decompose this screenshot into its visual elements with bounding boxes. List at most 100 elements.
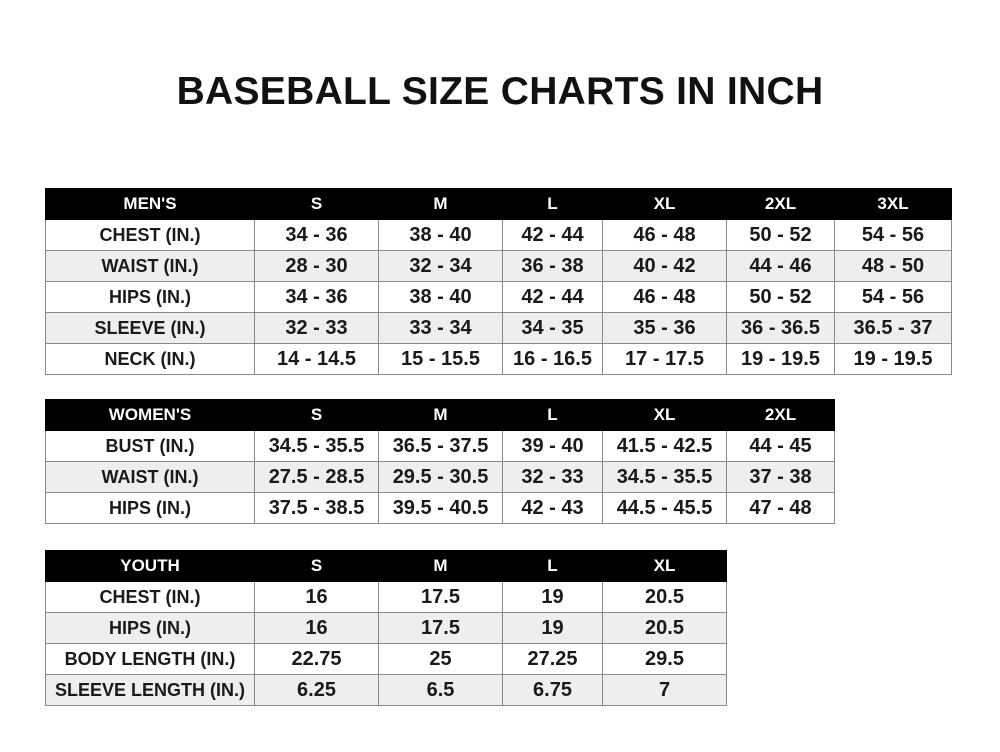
size-header: M [378, 188, 503, 220]
measurement-label: WAIST (IN.) [45, 461, 255, 493]
measurement-label: NECK (IN.) [45, 343, 255, 375]
size-value: 17.5 [378, 612, 503, 644]
table-row: WAIST (IN.) 28 - 30 32 - 34 36 - 38 40 - 42 4… [45, 250, 952, 282]
measurement-label: CHEST (IN.) [45, 581, 255, 613]
size-value: 42 - 44 [502, 219, 603, 251]
size-value: 42 - 43 [502, 492, 603, 524]
womens-size-table: WOMEN'S S M L XL 2XL BUST (IN.) 34.5 - 35.5 36.5… [45, 399, 835, 524]
table-row: CHEST (IN.) 34 - 36 38 - 40 42 - 44 46 - 48 5… [45, 219, 952, 251]
category-header: WOMEN'S [45, 399, 255, 431]
size-value: 6.5 [378, 674, 503, 706]
size-value: 46 - 48 [602, 281, 727, 313]
size-value: 44 - 46 [726, 250, 835, 282]
category-header: YOUTH [45, 550, 255, 582]
size-value: 40 - 42 [602, 250, 727, 282]
measurement-label: CHEST (IN.) [45, 219, 255, 251]
size-value: 16 [254, 581, 379, 613]
size-value: 34.5 - 35.5 [602, 461, 727, 493]
size-value: 38 - 40 [378, 281, 503, 313]
size-value: 27.25 [502, 643, 603, 675]
size-value: 36.5 - 37.5 [378, 430, 503, 462]
table-row: NECK (IN.) 14 - 14.5 15 - 15.5 16 - 16.5 17 … [45, 343, 952, 375]
size-value: 29.5 [602, 643, 727, 675]
size-header: S [254, 550, 379, 582]
size-value: 37 - 38 [726, 461, 835, 493]
size-value: 32 - 33 [254, 312, 379, 344]
size-value: 6.75 [502, 674, 603, 706]
table-row: HIPS (IN.) 37.5 - 38.5 39.5 - 40.5 42 - 43 4… [45, 492, 835, 524]
table-header-row: WOMEN'S S M L XL 2XL [45, 399, 835, 431]
measurement-label: BODY LENGTH (IN.) [45, 643, 255, 675]
size-value: 20.5 [602, 581, 727, 613]
measurement-label: HIPS (IN.) [45, 612, 255, 644]
size-value: 34.5 - 35.5 [254, 430, 379, 462]
size-value: 25 [378, 643, 503, 675]
size-value: 42 - 44 [502, 281, 603, 313]
size-header: XL [602, 188, 727, 220]
size-value: 32 - 33 [502, 461, 603, 493]
size-header: L [502, 399, 603, 431]
size-value: 47 - 48 [726, 492, 835, 524]
table-header-row: YOUTH S M L XL [45, 550, 727, 582]
measurement-label: SLEEVE LENGTH (IN.) [45, 674, 255, 706]
measurement-label: SLEEVE (IN.) [45, 312, 255, 344]
table-row: HIPS (IN.) 34 - 36 38 - 40 42 - 44 46 - 48 50… [45, 281, 952, 313]
size-value: 34 - 36 [254, 219, 379, 251]
size-header: L [502, 550, 603, 582]
size-value: 38 - 40 [378, 219, 503, 251]
table-row: BODY LENGTH (IN.) 22.75 25 27.25 29.5 [45, 643, 727, 675]
size-value: 36 - 38 [502, 250, 603, 282]
size-value: 19 [502, 612, 603, 644]
size-value: 19 - 19.5 [726, 343, 835, 375]
page-title: BASEBALL SIZE CHARTS IN INCH [176, 70, 824, 113]
size-value: 29.5 - 30.5 [378, 461, 503, 493]
size-value: 44 - 45 [726, 430, 835, 462]
size-value: 39.5 - 40.5 [378, 492, 503, 524]
size-value: 32 - 34 [378, 250, 503, 282]
size-value: 48 - 50 [834, 250, 952, 282]
size-value: 34 - 35 [502, 312, 603, 344]
size-header: L [502, 188, 603, 220]
size-value: 54 - 56 [834, 219, 952, 251]
size-value: 28 - 30 [254, 250, 379, 282]
size-value: 15 - 15.5 [378, 343, 503, 375]
size-value: 44.5 - 45.5 [602, 492, 727, 524]
table-row: CHEST (IN.) 16 17.5 19 20.5 [45, 581, 727, 613]
measurement-label: HIPS (IN.) [45, 492, 255, 524]
size-value: 16 - 16.5 [502, 343, 603, 375]
table-header-row: MEN'S S M L XL 2XL 3XL [45, 188, 952, 220]
size-value: 22.75 [254, 643, 379, 675]
size-value: 27.5 - 28.5 [254, 461, 379, 493]
youth-size-table: YOUTH S M L XL CHEST (IN.) 16 17.5 19 20.5 HIPS (I… [45, 550, 727, 706]
size-value: 16 [254, 612, 379, 644]
size-value: 6.25 [254, 674, 379, 706]
size-value: 46 - 48 [602, 219, 727, 251]
mens-size-table: MEN'S S M L XL 2XL 3XL CHEST (IN.) 34 - 36 38 - 4… [45, 188, 952, 375]
size-header: 2XL [726, 399, 835, 431]
size-value: 54 - 56 [834, 281, 952, 313]
measurement-label: HIPS (IN.) [45, 281, 255, 313]
size-value: 41.5 - 42.5 [602, 430, 727, 462]
size-value: 17 - 17.5 [602, 343, 727, 375]
measurement-label: WAIST (IN.) [45, 250, 255, 282]
size-value: 50 - 52 [726, 219, 835, 251]
table-row: WAIST (IN.) 27.5 - 28.5 29.5 - 30.5 32 - 33… [45, 461, 835, 493]
size-value: 19 - 19.5 [834, 343, 952, 375]
category-header: MEN'S [45, 188, 255, 220]
size-value: 36 - 36.5 [726, 312, 835, 344]
size-value: 50 - 52 [726, 281, 835, 313]
size-value: 39 - 40 [502, 430, 603, 462]
size-value: 17.5 [378, 581, 503, 613]
size-header: M [378, 550, 503, 582]
size-header: XL [602, 550, 727, 582]
size-header: 3XL [834, 188, 952, 220]
size-value: 33 - 34 [378, 312, 503, 344]
table-row: HIPS (IN.) 16 17.5 19 20.5 [45, 612, 727, 644]
table-row: SLEEVE (IN.) 32 - 33 33 - 34 34 - 35 35 - 36… [45, 312, 952, 344]
table-row: BUST (IN.) 34.5 - 35.5 36.5 - 37.5 39 - 40 4… [45, 430, 835, 462]
size-header: S [254, 188, 379, 220]
size-header: XL [602, 399, 727, 431]
size-header: M [378, 399, 503, 431]
size-value: 36.5 - 37 [834, 312, 952, 344]
measurement-label: BUST (IN.) [45, 430, 255, 462]
